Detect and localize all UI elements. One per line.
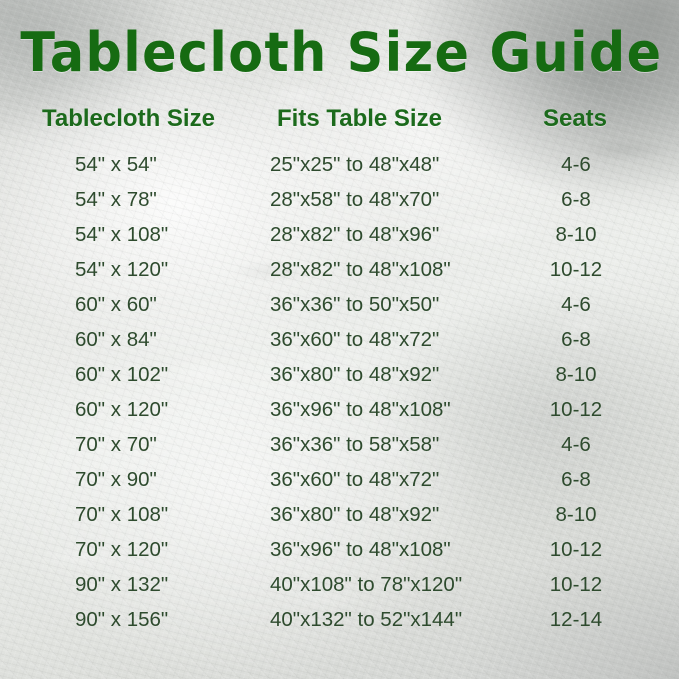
cell-fits-table-size: 36"x96" to 48"x108"	[270, 398, 451, 421]
cell-tablecloth-size: 54" x 108"	[75, 223, 169, 246]
cell-tablecloth-size: 70" x 70"	[75, 433, 157, 456]
table-row: 70" x 108" 36"x80" to 48"x92" 8-10	[0, 502, 679, 537]
table-row: 54" x 120" 28"x82" to 48"x108" 10-12	[0, 257, 679, 292]
cell-seats: 8-10	[555, 223, 597, 246]
table-row: 60" x 60" 36"x36" to 50"x50" 4-6	[0, 292, 679, 327]
cell-tablecloth-size: 70" x 90"	[75, 468, 157, 491]
table-row: 70" x 90" 36"x60" to 48"x72" 6-8	[0, 467, 679, 502]
column-header-fits-table-size: Fits Table Size	[277, 105, 442, 132]
cell-seats: 10-12	[549, 538, 603, 561]
table-row: 70" x 120" 36"x96" to 48"x108" 10-12	[0, 537, 679, 572]
cell-fits-table-size: 40"x108" to 78"x120"	[270, 573, 463, 596]
cell-seats: 10-12	[549, 573, 603, 596]
cell-tablecloth-size: 90" x 156"	[75, 608, 169, 631]
cell-fits-table-size: 36"x36" to 58"x58"	[270, 433, 440, 456]
column-header-tablecloth-size: Tablecloth Size	[42, 105, 215, 132]
cell-seats: 6-8	[561, 468, 591, 491]
page-title: Tablecloth Size Guide	[20, 21, 663, 84]
cell-tablecloth-size: 60" x 60"	[75, 293, 157, 316]
table-row: 60" x 84" 36"x60" to 48"x72" 6-8	[0, 327, 679, 362]
table-row: 54" x 108" 28"x82" to 48"x96" 8-10	[0, 222, 679, 257]
cell-fits-table-size: 36"x80" to 48"x92"	[270, 503, 440, 526]
cell-tablecloth-size: 70" x 120"	[75, 538, 169, 561]
table-row: 90" x 156" 40"x132" to 52"x144" 12-14	[0, 607, 679, 642]
table-row: 60" x 102" 36"x80" to 48"x92" 8-10	[0, 362, 679, 397]
cell-tablecloth-size: 60" x 84"	[75, 328, 157, 351]
cell-fits-table-size: 28"x82" to 48"x108"	[270, 258, 451, 281]
cell-seats: 8-10	[555, 503, 597, 526]
cell-fits-table-size: 25"x25" to 48"x48"	[270, 153, 440, 176]
table-row: 60" x 120" 36"x96" to 48"x108" 10-12	[0, 397, 679, 432]
table-body: 54" x 54" 25"x25" to 48"x48" 4-6 54" x 78" 2…	[0, 152, 679, 642]
cell-seats: 10-12	[549, 398, 603, 421]
cell-fits-table-size: 28"x82" to 48"x96"	[270, 223, 440, 246]
cell-tablecloth-size: 60" x 102"	[75, 363, 169, 386]
table-row: 54" x 54" 25"x25" to 48"x48" 4-6	[0, 152, 679, 187]
cell-fits-table-size: 36"x80" to 48"x92"	[270, 363, 440, 386]
table-row: 90" x 132" 40"x108" to 78"x120" 10-12	[0, 572, 679, 607]
cell-tablecloth-size: 70" x 108"	[75, 503, 169, 526]
table-row: 54" x 78" 28"x58" to 48"x70" 6-8	[0, 187, 679, 222]
cell-fits-table-size: 36"x60" to 48"x72"	[270, 468, 440, 491]
column-header-seats: Seats	[542, 105, 608, 132]
table-header-row: Tablecloth Size Fits Table Size Seats	[0, 104, 679, 152]
cell-seats: 10-12	[549, 258, 603, 281]
cell-seats: 6-8	[561, 188, 591, 211]
cell-fits-table-size: 40"x132" to 52"x144"	[270, 608, 463, 631]
cell-tablecloth-size: 54" x 54"	[75, 153, 157, 176]
cell-tablecloth-size: 60" x 120"	[75, 398, 169, 421]
cell-fits-table-size: 36"x36" to 50"x50"	[270, 293, 440, 316]
cell-fits-table-size: 36"x60" to 48"x72"	[270, 328, 440, 351]
cell-tablecloth-size: 54" x 78"	[75, 188, 157, 211]
cell-seats: 8-10	[555, 363, 597, 386]
cell-seats: 4-6	[561, 293, 591, 316]
table-row: 70" x 70" 36"x36" to 58"x58" 4-6	[0, 432, 679, 467]
cell-seats: 4-6	[561, 433, 591, 456]
cell-tablecloth-size: 54" x 120"	[75, 258, 169, 281]
tablecloth-size-table: Tablecloth Size Fits Table Size Seats 54…	[0, 104, 679, 642]
cell-fits-table-size: 28"x58" to 48"x70"	[270, 188, 440, 211]
cell-tablecloth-size: 90" x 132"	[75, 573, 169, 596]
cell-seats: 6-8	[561, 328, 591, 351]
cell-seats: 12-14	[549, 608, 603, 631]
cell-fits-table-size: 36"x96" to 48"x108"	[270, 538, 451, 561]
cell-seats: 4-6	[561, 153, 591, 176]
